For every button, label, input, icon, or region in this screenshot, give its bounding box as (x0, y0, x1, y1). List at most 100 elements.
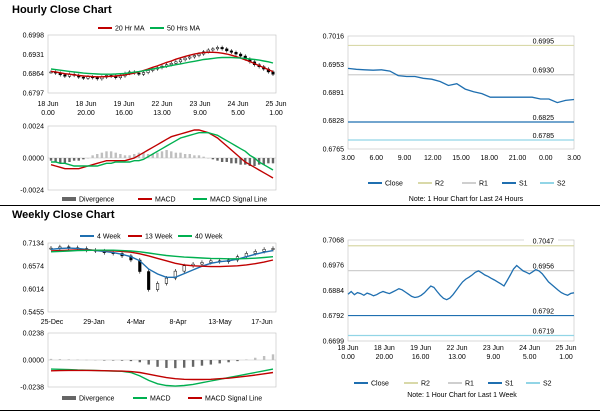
weekly-line-x-tick-date: 18 Jun (374, 345, 395, 352)
divergence-bar (211, 158, 215, 160)
divergence-bar (77, 158, 80, 161)
weekly-line-x-tick-time: 5.00 (523, 354, 537, 361)
weekly-x-tick: 4-Mar (127, 319, 146, 326)
divergence-bar (138, 360, 141, 363)
close-line (347, 264, 575, 301)
hourly-x-tick-time: 20.00 (77, 110, 95, 117)
divergence-bar (209, 360, 213, 365)
candle-body (147, 271, 151, 290)
signal-line (50, 369, 274, 381)
legend-weekly-close-label: Close (371, 381, 389, 388)
divergence-bar (165, 360, 168, 368)
candle-body (156, 283, 160, 290)
divergence-bar (85, 359, 88, 361)
hourly-line-x-tick: 6.00 (369, 155, 383, 162)
hourly-macd-y-tick-label: -0.0024 (20, 188, 44, 195)
candle-body (63, 74, 67, 77)
weekly-section-title: Weekly Close Chart (12, 209, 115, 221)
hourly-x-tick-date: 18 Jun (75, 101, 96, 108)
section-divider (0, 205, 600, 206)
pivot-s1-label: 0.6825 (533, 115, 555, 122)
hourly-x-tick-time: 5.00 (231, 110, 245, 117)
hourly-line-x-tick: 15.00 (452, 155, 470, 162)
weekly-x-tick: 25-Dec (41, 319, 64, 326)
divergence-bar (197, 155, 201, 158)
ma20-line (50, 51, 274, 78)
divergence-bar (129, 360, 133, 362)
candle-body (271, 71, 275, 75)
candle-body (95, 77, 99, 80)
hourly-x-tick-time: 13.00 (153, 110, 171, 117)
legend-weekly-r2-label: R2 (421, 381, 430, 388)
divergence-bar (200, 360, 204, 366)
divergence-bar (142, 152, 145, 158)
candle-body (220, 47, 224, 50)
legend-hourly-r2-label: R2 (435, 181, 444, 188)
weekly-line-x-tick-date: 25 Jun (555, 345, 576, 352)
divergence-bar (188, 154, 191, 158)
candle-body (200, 262, 204, 265)
candle-body (262, 249, 266, 252)
legend-hourly-r1-label: R1 (479, 181, 488, 188)
weekly-macd-y-tick-label: 0.0238 (23, 331, 45, 338)
hourly-macd-y-tick-label: 0.0024 (23, 124, 45, 131)
legend-weekly-s1-label: S1 (505, 381, 514, 388)
weekly-note: Note: 1 Hour Chart for Last 1 Week (407, 392, 517, 399)
hourly-line-y-tick-label: 0.7016 (323, 34, 345, 41)
divergence-bar (76, 359, 79, 361)
hourly-candle-y-tick-label: 0.6864 (23, 71, 45, 78)
divergence-bar (133, 154, 136, 158)
weekly-candle-y-tick-label: 0.7134 (23, 241, 45, 248)
weekly-line-x-tick-date: 23 Jun (483, 345, 504, 352)
divergence-bar (227, 360, 230, 363)
divergence-bar (191, 360, 195, 367)
weekly-x-tick: 8-Apr (169, 319, 187, 326)
weekly-line-x-tick-time: 16.00 (412, 354, 430, 361)
divergence-bar (202, 156, 205, 158)
divergence-bar (234, 158, 238, 164)
divergence-bar (174, 360, 177, 369)
candle-body (173, 270, 177, 279)
hourly-macd-y-tick-label: 0.0000 (23, 156, 45, 163)
candle-body (141, 72, 146, 75)
candle-body (209, 260, 213, 263)
candle-body (183, 57, 187, 61)
pivot-r2-label: 0.6995 (533, 38, 555, 45)
hourly-x-tick-date: 25 Jun (265, 101, 286, 108)
hourly-x-tick-date: 19 Jun (113, 101, 134, 108)
weekly-line-y-tick-label: 0.6976 (323, 263, 345, 270)
weekly-candle-y-tick-label: 0.6014 (23, 287, 45, 294)
pivot-label-bg (524, 112, 558, 121)
weekly-line-frame (347, 239, 575, 342)
legend-13-week-label: 13 Week (145, 234, 173, 241)
weekly-candle-frame (47, 242, 277, 313)
hourly-x-tick-time: 9.00 (193, 110, 207, 117)
divergence-bar (220, 158, 224, 162)
divergence-bar (174, 152, 178, 158)
divergence-bar (236, 360, 239, 362)
candle-body (192, 55, 196, 58)
candle-body (206, 49, 210, 52)
divergence-bar (54, 158, 57, 162)
divergence-bar (165, 150, 168, 158)
divergence-bar (49, 358, 53, 360)
candle-body (146, 70, 150, 73)
weekly-macd-y-tick-label: 0.0000 (23, 358, 45, 365)
candle-body (215, 47, 220, 50)
candle-body (174, 61, 178, 64)
candle-body (137, 72, 141, 75)
divergence-bar (151, 154, 154, 158)
candle-body (164, 277, 168, 284)
weekly-line-y-tick-label: 0.7068 (323, 238, 345, 245)
weekly-macd-y-tick-label: -0.0238 (20, 385, 44, 392)
divergence-bar (123, 155, 127, 158)
hourly-line-y-tick-label: 0.6953 (323, 62, 345, 69)
hourly-line-x-tick: 9.00 (398, 155, 412, 162)
pivot-s1-label: 0.6792 (533, 309, 555, 316)
weekly-line-y-tick-label: 0.6792 (323, 313, 345, 320)
hourly-x-tick-time: 1.00 (269, 110, 283, 117)
pivot-s2-label: 0.6719 (533, 329, 555, 336)
divergence-bar (114, 152, 117, 158)
divergence-bar (59, 158, 62, 164)
weekly-x-tick: 29-Jan (83, 319, 105, 326)
